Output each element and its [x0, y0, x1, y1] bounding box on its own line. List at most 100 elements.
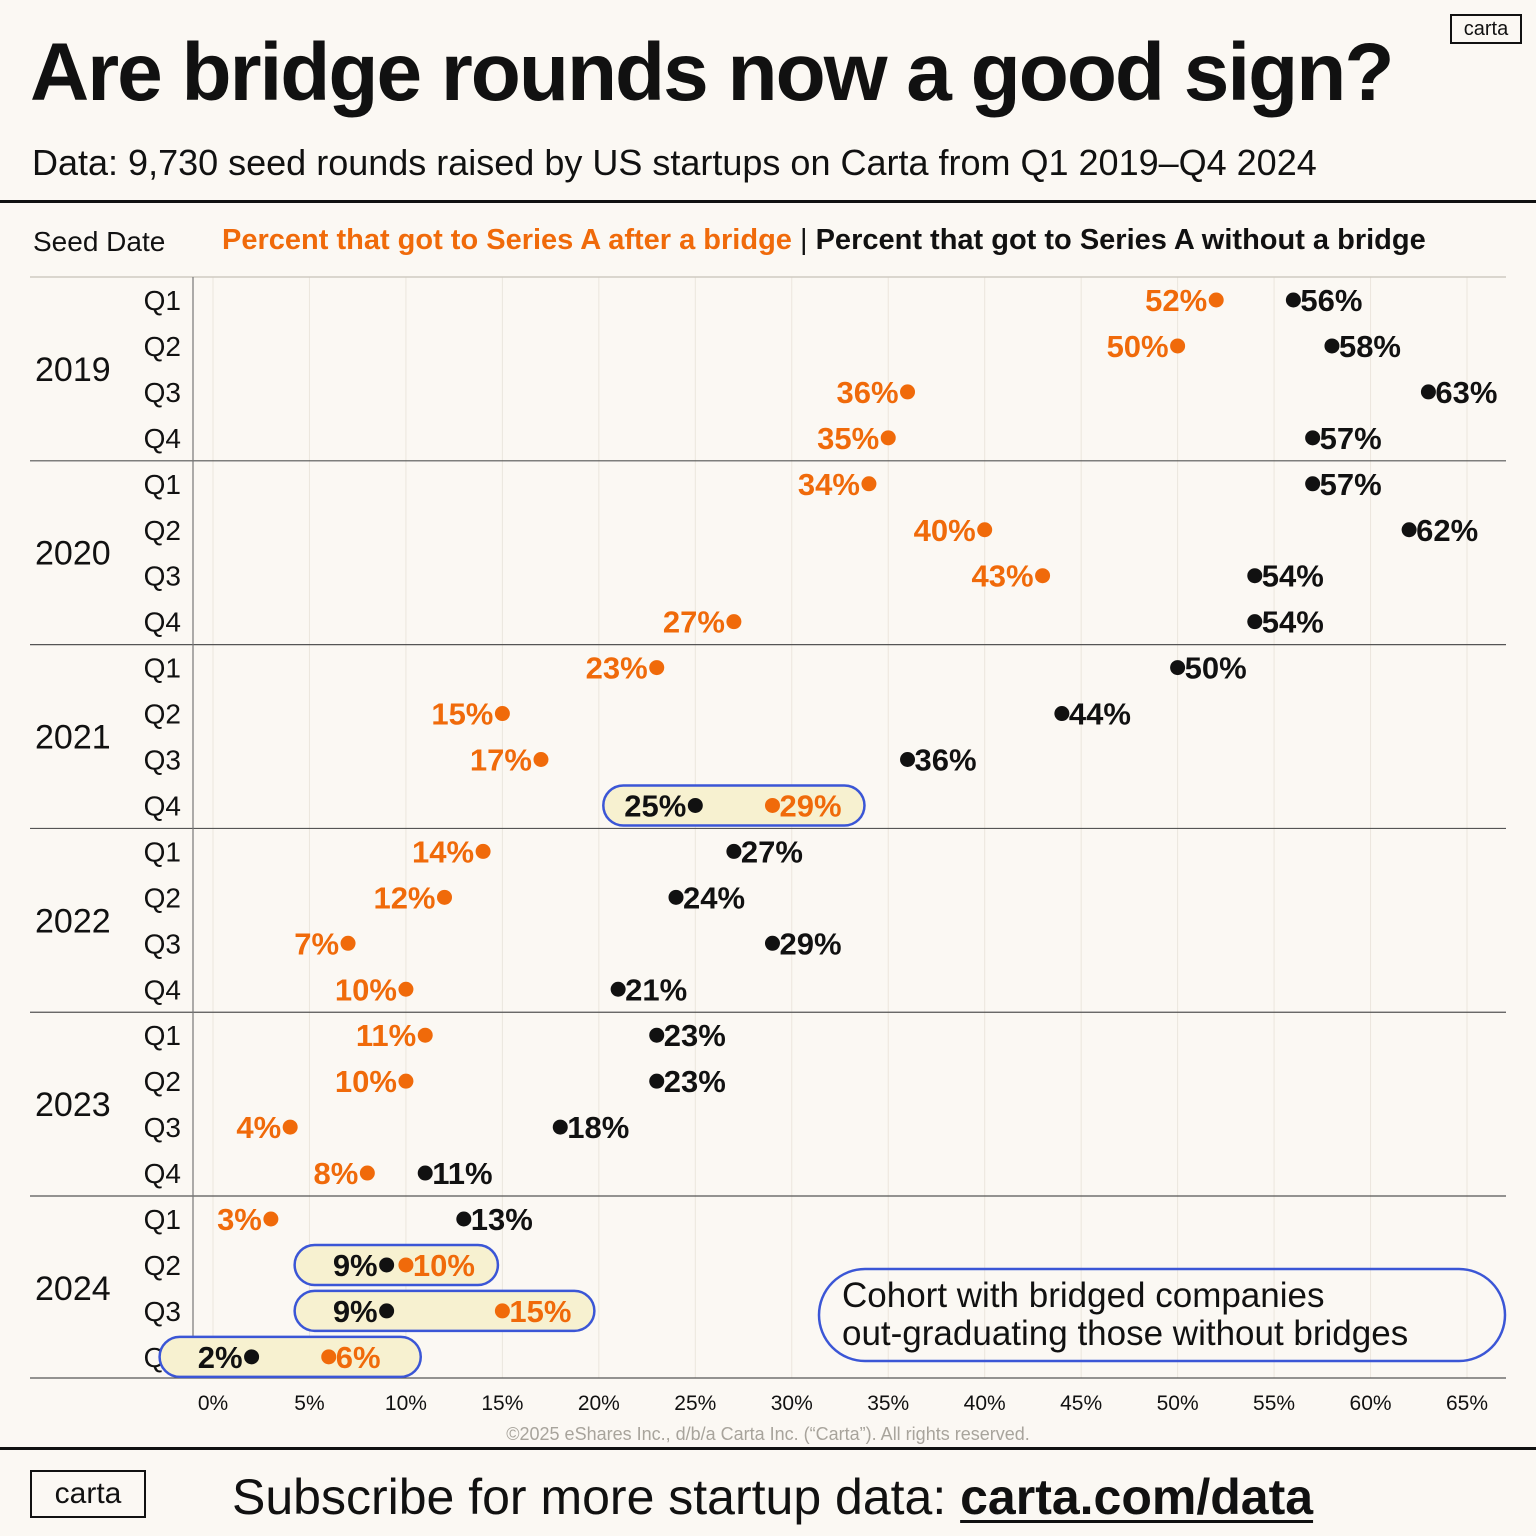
no-bridge-value-label: 44%	[1069, 697, 1131, 732]
x-tick-label: 15%	[481, 1392, 523, 1415]
no-bridge-point	[1285, 292, 1301, 308]
carta-logo: carta	[1450, 14, 1522, 44]
no-bridge-value-label: 62%	[1416, 513, 1478, 548]
bridge-point	[977, 522, 993, 538]
no-bridge-point	[610, 981, 626, 997]
quarter-label: Q4	[144, 607, 181, 638]
x-tick-label: 50%	[1157, 1392, 1199, 1415]
quarter-label: Q3	[144, 928, 181, 959]
no-bridge-value-label: 63%	[1435, 375, 1497, 410]
no-bridge-point	[379, 1257, 395, 1273]
quarter-label: Q3	[144, 377, 181, 408]
bridge-value-label: 50%	[1107, 329, 1169, 364]
year-label: 2024	[35, 1270, 111, 1308]
bridge-value-label: 14%	[412, 834, 474, 869]
bridge-value-label: 35%	[817, 421, 879, 456]
bridge-point	[533, 752, 549, 767]
x-tick-label: 35%	[867, 1392, 909, 1415]
quarter-label: Q4	[144, 1158, 181, 1189]
bridge-value-label: 15%	[431, 697, 493, 732]
bridge-point	[321, 1349, 337, 1365]
carta-data-link[interactable]: carta.com/data	[960, 1469, 1314, 1525]
no-bridge-point	[1170, 660, 1186, 676]
subscribe-text: Subscribe for more startup data: carta.c…	[232, 1468, 1313, 1526]
no-bridge-value-label: 9%	[333, 1294, 378, 1329]
annotation-line: out-graduating those without bridges	[842, 1314, 1408, 1353]
no-bridge-value-label: 24%	[683, 880, 745, 915]
quarter-label: Q2	[144, 331, 181, 362]
quarter-label: Q1	[144, 469, 181, 500]
no-bridge-point	[649, 1073, 665, 1089]
x-tick-label: 40%	[964, 1392, 1006, 1415]
no-bridge-point	[687, 797, 703, 813]
year-label: 2023	[35, 1086, 111, 1124]
x-tick-label: 60%	[1350, 1392, 1392, 1415]
quarter-label: Q4	[144, 423, 181, 454]
bridge-point	[726, 614, 742, 630]
year-label: 2021	[35, 719, 111, 757]
quarter-label: Q3	[144, 1296, 181, 1327]
footer-carta-logo: carta	[30, 1470, 146, 1518]
no-bridge-value-label: 11%	[432, 1156, 492, 1191]
quarter-label: Q1	[144, 1204, 181, 1235]
bridge-point	[437, 889, 453, 905]
subscribe-label: Subscribe for more startup data:	[232, 1469, 961, 1525]
bridge-point	[900, 384, 916, 400]
no-bridge-point	[668, 889, 684, 905]
bridge-value-label: 8%	[314, 1156, 359, 1191]
quarter-label: Q2	[144, 515, 181, 546]
no-bridge-value-label: 23%	[664, 1064, 726, 1099]
bridge-value-label: 11%	[356, 1018, 416, 1053]
bridge-point	[649, 660, 665, 676]
legend-no-bridge: Percent that got to Series A without a b…	[815, 224, 1426, 256]
bridge-value-label: 17%	[470, 743, 532, 778]
quarter-label: Q1	[144, 285, 181, 316]
quarter-label: Q2	[144, 699, 181, 730]
bridge-point	[282, 1119, 298, 1135]
no-bridge-value-label: 57%	[1320, 421, 1382, 456]
no-bridge-value-label: 36%	[915, 743, 977, 778]
bridge-value-label: 6%	[336, 1340, 381, 1375]
footer-divider	[0, 1447, 1536, 1450]
no-bridge-point	[900, 752, 916, 767]
no-bridge-point	[379, 1303, 395, 1319]
bridge-point	[861, 476, 877, 492]
quarter-label: Q4	[144, 790, 181, 821]
bridge-value-label: 23%	[586, 651, 648, 686]
quarter-label: Q3	[144, 561, 181, 592]
no-bridge-point	[1247, 614, 1263, 630]
quarter-label: Q2	[144, 882, 181, 913]
quarter-label: Q4	[144, 974, 181, 1005]
year-label: 2019	[35, 351, 111, 389]
legend-separator: |	[799, 224, 808, 256]
x-tick-label: 25%	[674, 1392, 716, 1415]
no-bridge-value-label: 57%	[1320, 467, 1382, 502]
no-bridge-value-label: 23%	[664, 1018, 726, 1053]
no-bridge-value-label: 27%	[741, 834, 803, 869]
bridge-value-label: 43%	[972, 559, 1034, 594]
bridge-value-label: 3%	[217, 1202, 262, 1237]
bridge-point	[340, 935, 356, 951]
no-bridge-value-label: 13%	[471, 1202, 533, 1237]
bridge-point	[494, 1303, 510, 1319]
bridge-value-label: 10%	[413, 1248, 475, 1283]
bridge-point	[398, 1073, 414, 1089]
bridge-value-label: 10%	[335, 972, 397, 1007]
header-divider	[0, 200, 1536, 203]
bridge-point	[1035, 568, 1051, 584]
bridge-point	[398, 981, 414, 997]
no-bridge-value-label: 18%	[567, 1110, 629, 1145]
bridge-point	[398, 1257, 414, 1273]
x-tick-label: 55%	[1253, 1392, 1295, 1415]
bridge-point	[417, 1027, 433, 1043]
x-tick-label: 0%	[198, 1392, 228, 1415]
no-bridge-point	[417, 1165, 433, 1181]
annotation-box	[817, 1267, 1507, 1363]
bridge-value-label: 34%	[798, 467, 860, 502]
quarter-label: Q1	[144, 653, 181, 684]
x-tick-label: 5%	[294, 1392, 324, 1415]
legend-bridge: Percent that got to Series A after a bri…	[222, 224, 792, 256]
no-bridge-point	[1305, 476, 1321, 492]
no-bridge-point	[649, 1027, 665, 1043]
no-bridge-point	[1324, 338, 1340, 354]
